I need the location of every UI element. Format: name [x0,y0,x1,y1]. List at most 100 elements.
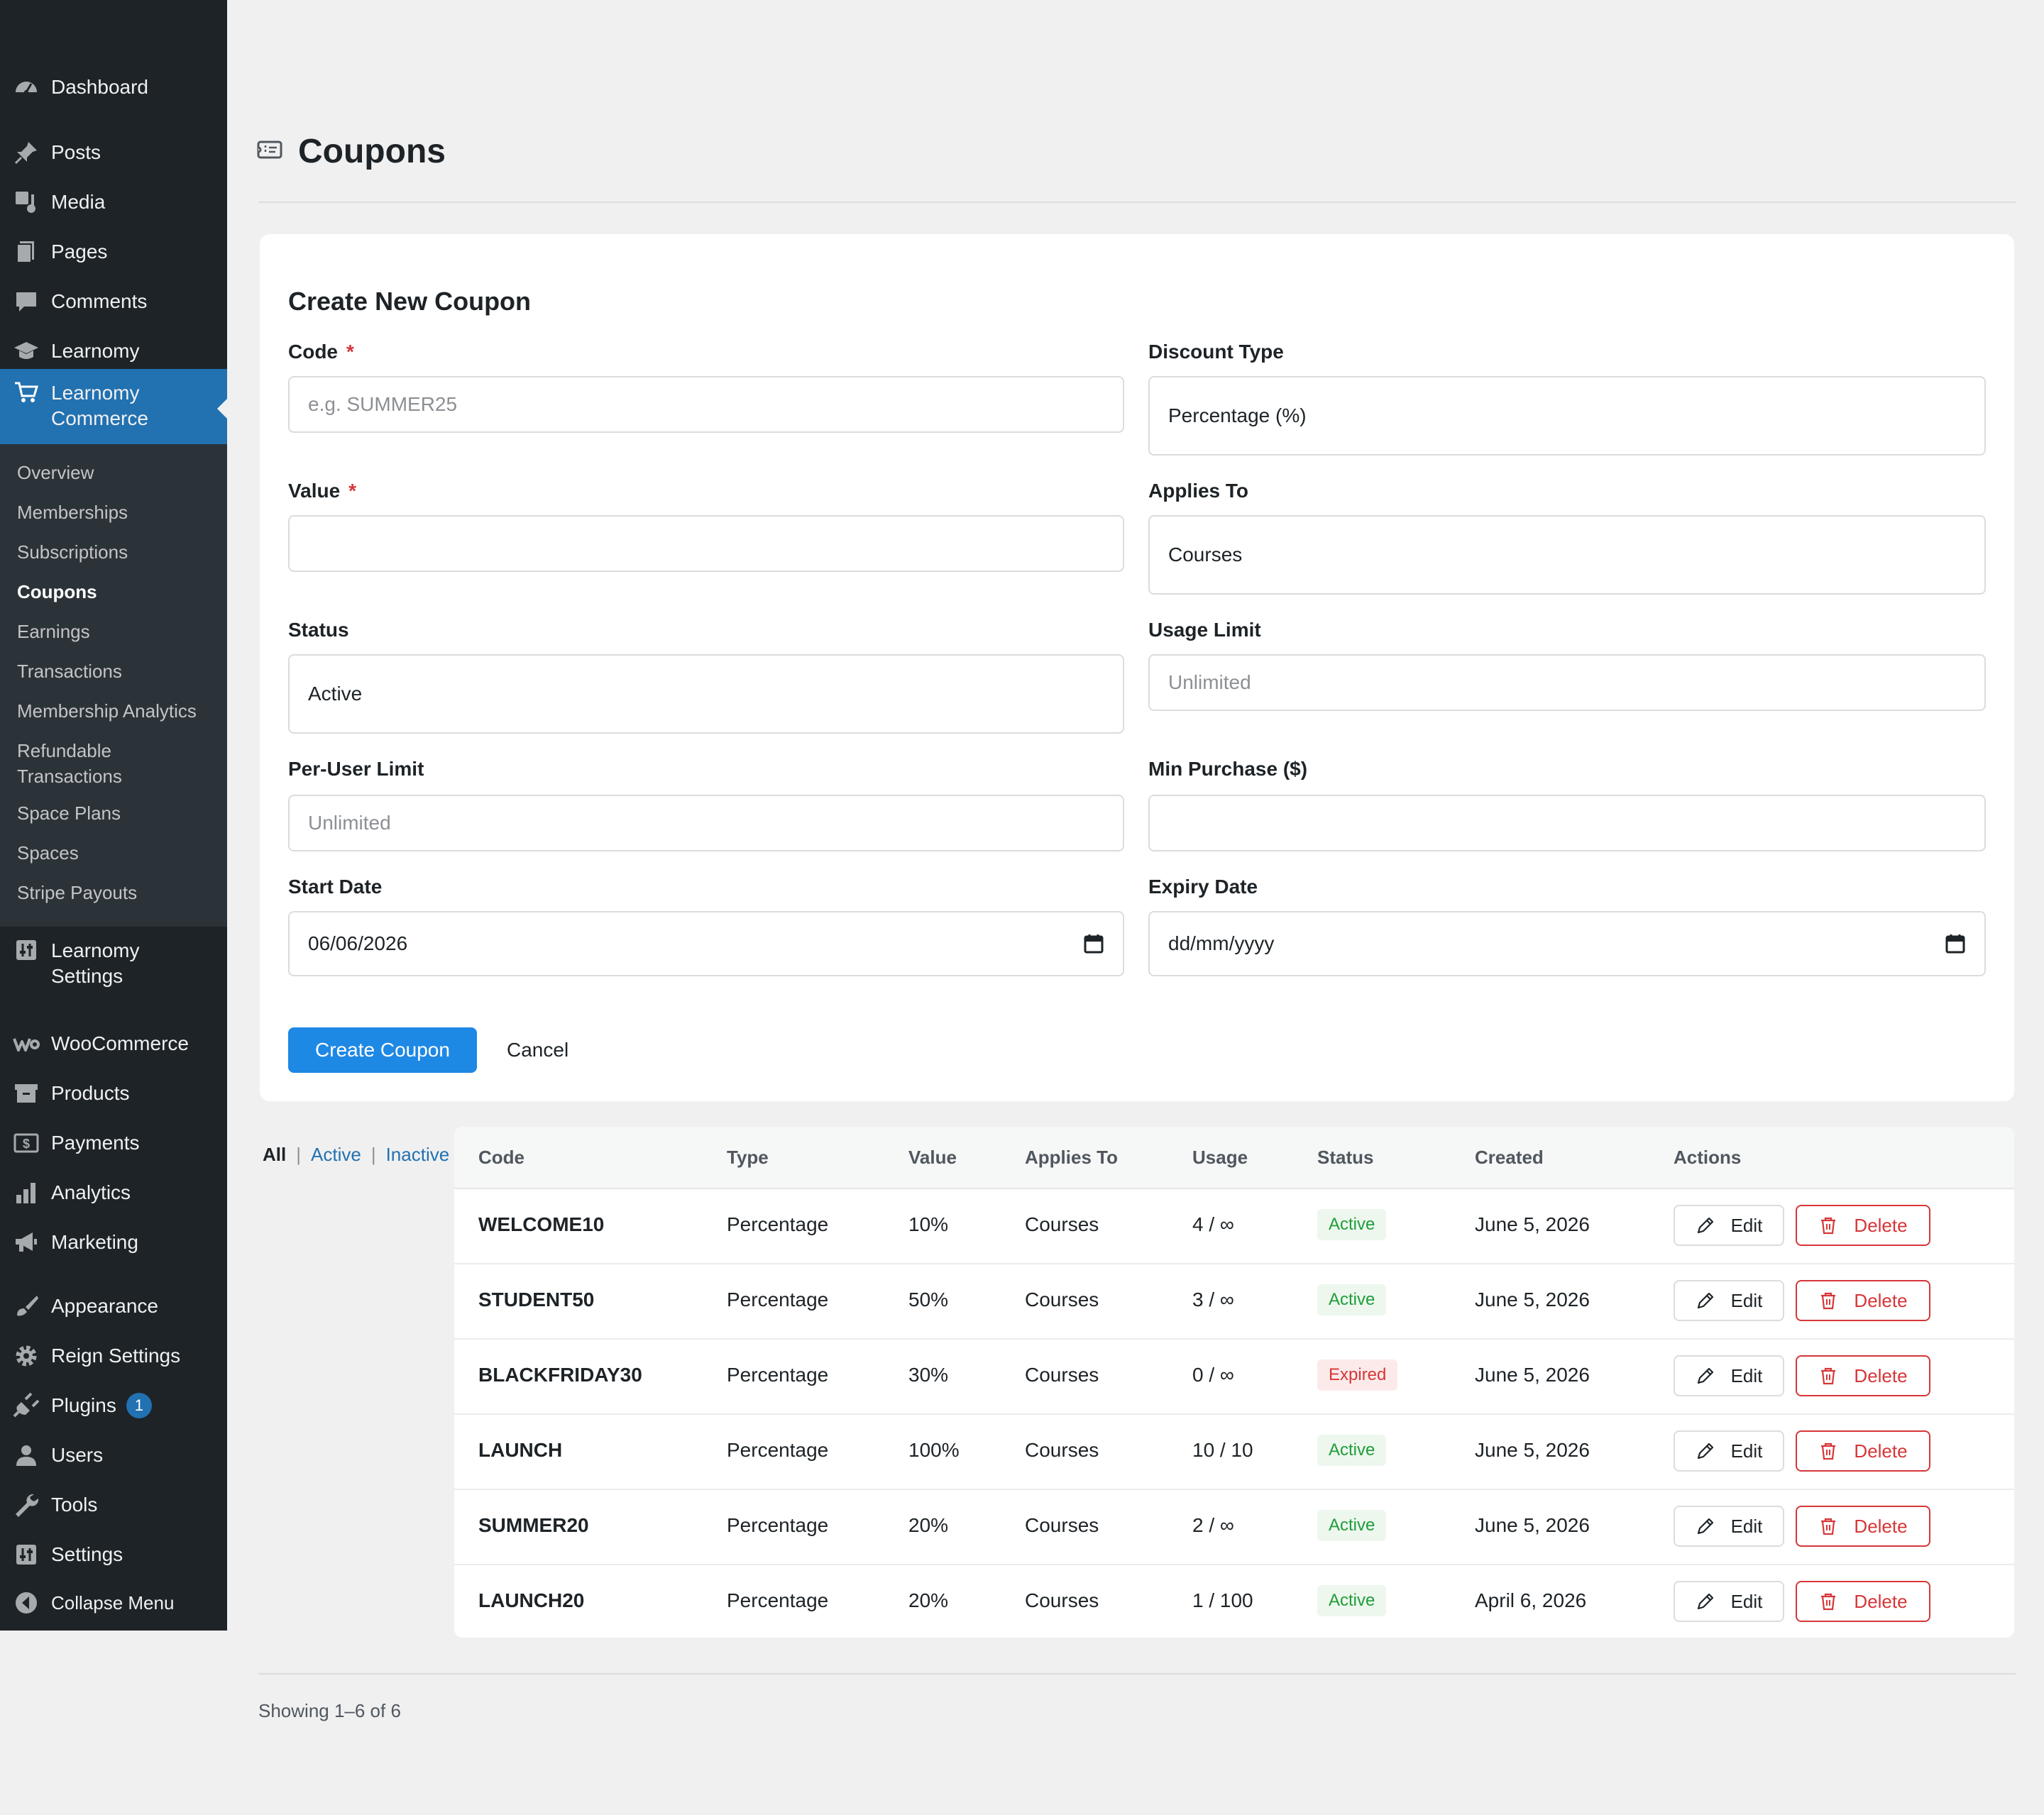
menu-item-label: Learnomy Settings [51,939,140,987]
menu-item-comments[interactable]: Comments [0,277,227,326]
expiry-date-input[interactable]: dd/mm/yyyy [1148,911,1986,976]
status-select[interactable]: Active [288,654,1124,734]
cell-code: BLACKFRIDAY30 [478,1364,642,1386]
delete-button[interactable]: Delete [1796,1355,1930,1396]
submenu-item-refundable-transactions[interactable]: Refundable Transactions [17,740,122,787]
pagination-summary: Showing 1–6 of 6 [258,1700,401,1721]
menu-item-label: Learnomy [51,340,140,362]
archive-icon [13,1080,40,1107]
menu-item-media[interactable]: Media [0,177,227,227]
menu-item-settings[interactable]: Settings [0,1530,227,1579]
edit-button[interactable]: Edit [1674,1355,1784,1396]
menu-item-users[interactable]: Users [0,1430,227,1480]
start-date-input[interactable]: 06/06/2026 [288,911,1124,976]
edit-button[interactable]: Edit [1674,1280,1784,1321]
edit-label: Edit [1730,1364,1763,1386]
filter-inactive[interactable]: Inactive [385,1144,450,1165]
menu-item-dashboard[interactable]: Dashboard [0,62,227,112]
calendar-icon[interactable] [1083,933,1104,954]
filter-all[interactable]: All [263,1144,287,1165]
delete-button[interactable]: Delete [1796,1205,1930,1246]
page-title: Coupons [298,133,446,170]
menu-item-learnomy[interactable]: Learnomy [0,326,227,376]
edit-button[interactable]: Edit [1674,1506,1784,1547]
woo-icon [13,1030,40,1057]
calendar-icon[interactable] [1945,933,1966,954]
discount-type-select[interactable]: Percentage (%) [1148,376,1986,456]
menu-item-products[interactable]: Products [0,1069,227,1118]
submenu-item-subscriptions[interactable]: Subscriptions [17,541,128,563]
applies-to-select[interactable]: Courses [1148,515,1986,595]
per-user-limit-input[interactable]: Unlimited [288,795,1124,851]
brush-icon [13,1293,40,1320]
table-row: SUMMER20 Percentage 20% Courses 2 / ∞ Active J… [454,1489,2014,1565]
svg-text:$: $ [23,1137,30,1151]
cell-created: April 6, 2026 [1475,1589,1587,1611]
min-purchase-input[interactable] [1148,795,1986,851]
edit-button[interactable]: Edit [1674,1581,1784,1622]
menu-item-learnomy-commerce[interactable]: Learnomy Commerce [0,369,227,444]
cell-usage: 0 / ∞ [1192,1364,1234,1386]
form-heading: Create New Coupon [288,287,532,316]
submenu-item-stripe-payouts[interactable]: Stripe Payouts [17,882,138,903]
ticket-icon [257,139,282,164]
commerce-submenu: Overview Memberships Subscriptions Coupons E… [0,444,227,927]
menu-item-label: Users [51,1444,104,1466]
cell-applies: Courses [1025,1289,1099,1311]
submenu-item-coupons[interactable]: Coupons [17,581,97,602]
column-header-created: Created [1475,1147,1544,1168]
submenu-item-spaces[interactable]: Spaces [17,842,79,864]
admin-sidebar: Dashboard Posts Media Pages Comments Learnomy… [0,0,227,1631]
value-input[interactable] [288,515,1124,572]
menu-item-payments[interactable]: $ Payments [0,1118,227,1168]
edit-label: Edit [1730,1515,1763,1537]
user-icon [13,1442,40,1469]
menu-item-pages[interactable]: Pages [0,227,227,277]
graduation-cap-icon [13,338,40,365]
delete-button[interactable]: Delete [1796,1581,1930,1622]
usage-limit-input[interactable]: Unlimited [1148,654,1986,711]
code-input[interactable]: e.g. SUMMER25 [288,376,1124,433]
submenu-item-membership-analytics[interactable]: Membership Analytics [17,700,197,722]
menu-item-label: Plugins [51,1394,116,1416]
expiry-date-label: Expiry Date [1148,876,1258,898]
submenu-item-overview[interactable]: Overview [17,462,94,483]
cancel-button[interactable]: Cancel [507,1039,569,1061]
menu-item-woocommerce[interactable]: WooCommerce [0,1019,227,1069]
menu-item-tools[interactable]: Tools [0,1480,227,1530]
per-user-limit-label: Per-User Limit [288,758,424,780]
filter-active[interactable]: Active [311,1144,361,1165]
status-badge: Active [1317,1435,1387,1466]
submenu-item-transactions[interactable]: Transactions [17,661,122,682]
menu-item-learnomy-settings[interactable]: Learnomy Settings [0,927,227,1002]
submenu-item-earnings[interactable]: Earnings [17,621,90,642]
edit-label: Edit [1730,1214,1763,1236]
column-header-value: Value [908,1147,957,1168]
submenu-item-space-plans[interactable]: Space Plans [17,802,121,824]
edit-button[interactable]: Edit [1674,1430,1784,1472]
menu-item-reign-settings[interactable]: Reign Settings [0,1331,227,1381]
menu-item-label: Appearance [51,1295,159,1317]
create-coupon-button[interactable]: Create Coupon [288,1027,477,1073]
page-header: Coupons [257,132,446,171]
megaphone-icon [13,1229,40,1256]
cell-type: Percentage [727,1364,829,1386]
delete-button[interactable]: Delete [1796,1280,1930,1321]
cell-applies: Courses [1025,1439,1099,1461]
column-header-usage: Usage [1192,1147,1248,1168]
menu-item-analytics[interactable]: Analytics [0,1168,227,1218]
cell-value: 50% [908,1289,949,1311]
menu-item-marketing[interactable]: Marketing [0,1218,227,1267]
menu-item-posts[interactable]: Posts [0,128,227,177]
settings-sliders-icon [13,937,40,964]
edit-button[interactable]: Edit [1674,1205,1784,1246]
delete-button[interactable]: Delete [1796,1506,1930,1547]
menu-item-plugins[interactable]: Plugins 1 [0,1381,227,1430]
delete-button[interactable]: Delete [1796,1430,1930,1472]
column-header-applies-to: Applies To [1025,1147,1118,1168]
cell-created: June 5, 2026 [1475,1213,1590,1235]
submenu-item-memberships[interactable]: Memberships [17,502,128,523]
menu-item-appearance[interactable]: Appearance [0,1281,227,1331]
delete-label: Delete [1854,1289,1908,1311]
menu-item-collapse-menu[interactable]: Collapse Menu [0,1578,227,1628]
